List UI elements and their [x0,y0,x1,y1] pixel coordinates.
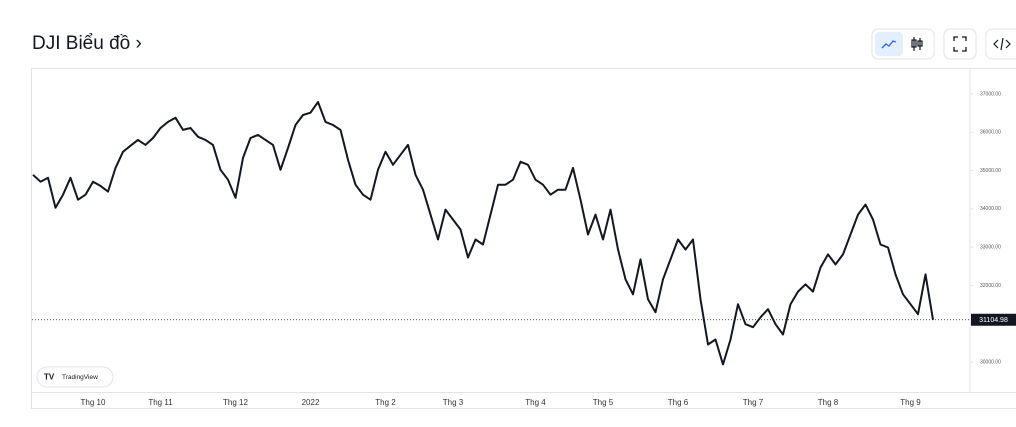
embed-button[interactable] [986,29,1016,59]
chart-frame [32,69,1016,409]
x-tick-label: Thg 5 [593,398,614,407]
x-tick-label: Thg 6 [668,398,689,407]
y-tick-label: 33000.00 [980,244,1001,250]
y-tick-label: 30000.00 [980,359,1001,365]
line-style-button[interactable] [875,32,903,56]
y-tick-label: 37000.00 [980,91,1001,97]
tradingview-logo: TV TradingView [37,367,113,387]
y-tick-label: 35000.00 [980,168,1001,174]
chart-title[interactable]: DJI Biểu đồ › [32,33,142,54]
x-tick-label: Thg 12 [223,398,248,407]
chart-style-toggle [872,29,934,59]
y-tick-label: 34000.00 [980,206,1001,212]
last-price-label: 31104.98 [979,317,1008,324]
x-tick-label: Thg 3 [443,398,464,407]
x-tick-label: Thg 7 [743,398,764,407]
x-tick-label: Thg 4 [525,398,546,407]
logo-mark: TV [44,373,55,382]
fullscreen-button[interactable] [944,29,976,59]
x-tick-label: Thg 9 [900,398,921,407]
x-tick-label: Thg 2 [375,398,396,407]
x-tick-label: Thg 10 [81,398,106,407]
y-tick-label: 32000.00 [980,283,1001,289]
y-tick-label: 36000.00 [980,130,1001,136]
logo-text: TradingView [62,374,98,381]
x-tick-label: Thg 11 [148,398,173,407]
x-tick-label: 2022 [302,398,320,407]
x-tick-label: Thg 8 [818,398,839,407]
